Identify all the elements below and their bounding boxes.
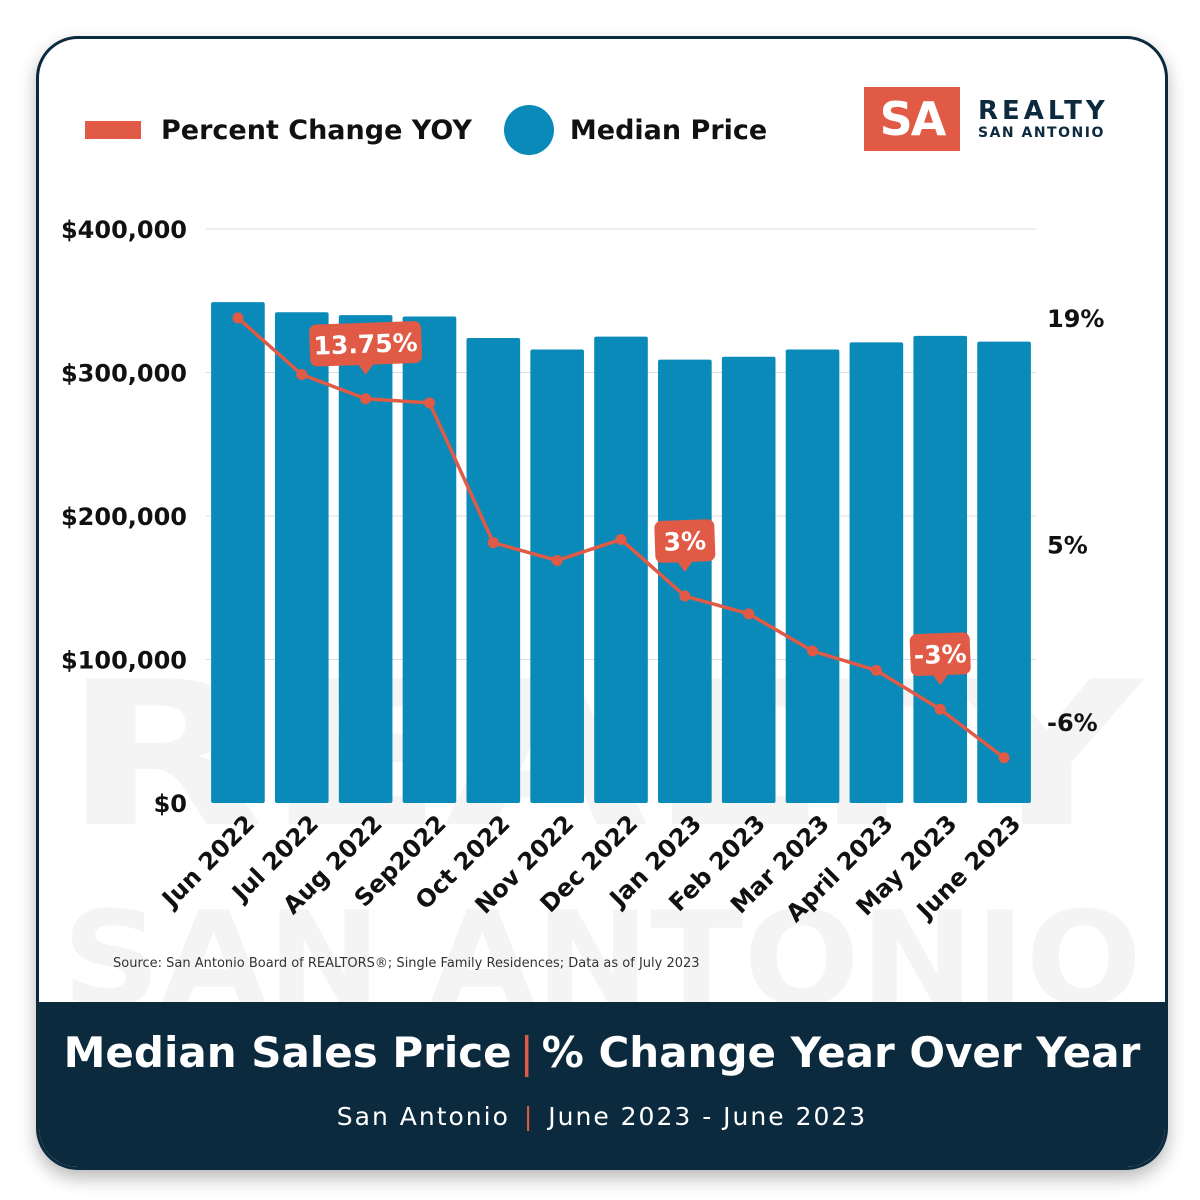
- bar: [785, 349, 840, 803]
- left-axis-tick-label: $0: [154, 790, 187, 818]
- footer-subtitle-right: June 2023 - June 2023: [548, 1102, 868, 1131]
- line-point: [934, 703, 946, 715]
- line-point: [360, 393, 372, 405]
- logo-mark: SA: [864, 87, 960, 151]
- right-axis-tick-label: -6%: [1047, 709, 1098, 737]
- left-axis-tick-label: $100,000: [61, 647, 187, 675]
- callout-pointer: [357, 363, 374, 375]
- line-point: [551, 554, 563, 566]
- footer-subtitle: San Antonio | June 2023 - June 2023: [39, 1102, 1165, 1131]
- median-price-chart: $0 $100,000 $200,000 $300,000 $400,000 19% 5% -…: [61, 216, 1104, 928]
- left-axis-tick-label: $200,000: [61, 503, 187, 531]
- legend-line-label: Percent Change YOY: [161, 114, 472, 146]
- logo-name: REALTY: [978, 96, 1109, 126]
- callout-box: [309, 321, 423, 367]
- line-point: [232, 312, 244, 324]
- bar: [466, 338, 521, 803]
- footer-subtitle-left: San Antonio: [336, 1102, 510, 1131]
- callout-box: [909, 632, 971, 677]
- bar: [338, 315, 393, 803]
- bar: [658, 359, 712, 803]
- left-axis-tick-label: $300,000: [61, 360, 187, 388]
- line-point: [998, 752, 1010, 764]
- callout-pointer: [676, 561, 693, 573]
- legend-line-swatch: [85, 121, 141, 139]
- line-point: [679, 590, 691, 602]
- bar: [913, 335, 968, 803]
- bar: [530, 349, 584, 803]
- callout-box: [654, 519, 716, 563]
- callout-label: -3%: [913, 639, 967, 670]
- source-note: Source: San Antonio Board of REALTORS®; …: [113, 956, 700, 971]
- left-axis-tick-label: $400,000: [61, 216, 187, 244]
- legend-bar-label: Median Price: [569, 114, 768, 146]
- footer-title-left: Median Sales Price: [63, 1028, 512, 1077]
- footer-subtitle-separator: |: [523, 1102, 535, 1131]
- right-axis-tick-label: 19%: [1047, 305, 1104, 333]
- line-point: [487, 537, 499, 549]
- bar: [402, 316, 457, 803]
- callout-pointer: [932, 674, 949, 686]
- legend: Percent Change YOY Median Price: [85, 105, 767, 155]
- line-point: [807, 645, 819, 657]
- line-point: [870, 664, 882, 676]
- bar: [977, 341, 1031, 803]
- callout-label: 3%: [663, 526, 706, 556]
- footer-banner: Median Sales Price |% Change Year Over Ye…: [39, 1002, 1165, 1167]
- logo-tagline: SAN ANTONIO: [978, 125, 1105, 141]
- bar: [274, 312, 329, 803]
- bar: [211, 302, 265, 803]
- footer-title-separator: |: [519, 1028, 534, 1077]
- footer-title-right: % Change Year Over Year: [541, 1028, 1141, 1077]
- line-point: [743, 608, 755, 620]
- brand-logo: SA REALTY SAN ANTONIO: [864, 87, 1109, 151]
- line-point: [296, 369, 308, 381]
- line-point: [615, 533, 627, 545]
- bar: [721, 356, 776, 803]
- legend-bar-swatch: [503, 105, 554, 155]
- callout-label: 13.75%: [313, 328, 418, 361]
- bar: [849, 342, 904, 803]
- logo-wordmark: REALTY SAN ANTONIO: [978, 97, 1109, 141]
- line-point: [423, 397, 435, 409]
- footer-title: Median Sales Price |% Change Year Over Ye…: [39, 1028, 1165, 1077]
- right-axis-tick-label: 5%: [1047, 531, 1088, 559]
- bar: [594, 336, 648, 803]
- infographic-card: REALTY SAN ANTONIO Percent Change YOY Me…: [36, 36, 1168, 1170]
